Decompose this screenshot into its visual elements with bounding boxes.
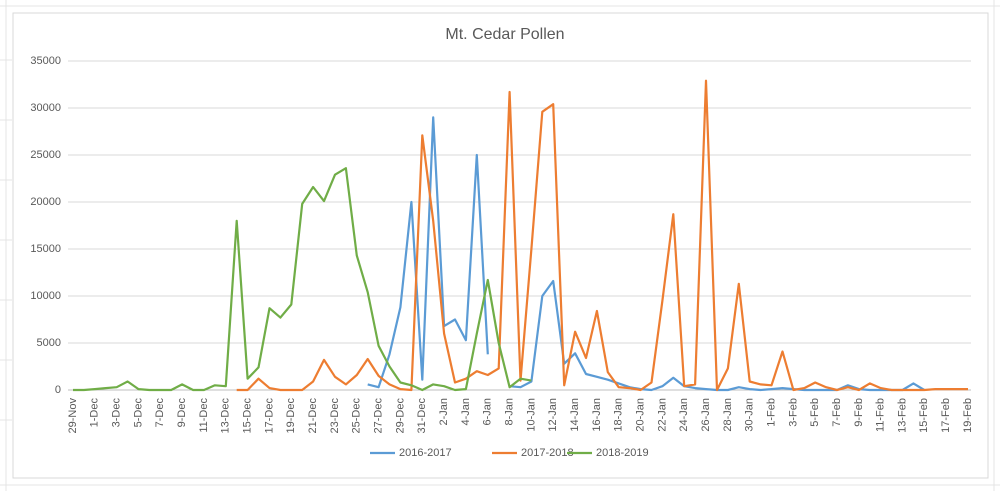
x-tick-label: 16-Jan [591,398,603,432]
y-tick-label: 10000 [30,290,61,302]
x-tick-label: 11-Feb [875,398,887,432]
x-tick-label: 26-Jan [700,398,712,432]
x-tick-label: 1-Dec [89,398,101,428]
x-tick-label: 19-Feb [962,398,974,433]
y-tick-label: 15000 [30,243,61,255]
legend-label: 2016-2017 [399,447,452,459]
legend-label: 2018-2019 [596,447,649,459]
x-tick-label: 10-Jan [525,398,537,432]
x-tick-label: 9-Dec [176,398,188,428]
x-tick-label: 7-Dec [154,398,166,428]
x-tick-label: 7-Feb [831,398,843,427]
x-tick-label: 9-Feb [853,398,865,427]
x-tick-label: 27-Dec [373,398,385,434]
x-tick-label: 22-Jan [656,398,668,432]
legend-item: 2018-2019 [567,447,649,459]
series-line [236,79,968,392]
x-tick-label: 5-Dec [132,398,144,428]
x-tick-label: 3-Feb [787,398,799,427]
series-line [73,167,532,392]
x-tick-label: 17-Feb [940,398,952,433]
y-tick-label: 35000 [30,55,61,67]
y-tick-label: 5000 [37,337,61,349]
x-tick-label: 28-Jan [722,398,734,432]
x-tick-label: 31-Dec [416,398,428,434]
y-tick-label: 25000 [30,149,61,161]
x-tick-label: 29-Dec [394,398,406,434]
x-tick-label: 11-Dec [198,398,210,433]
x-tick-label: 13-Feb [896,398,908,433]
x-tick-label: 17-Dec [263,398,275,434]
legend-item: 2016-2017 [370,447,452,459]
x-tick-label: 6-Jan [482,398,494,426]
x-tick-label: 18-Jan [613,398,625,432]
x-tick-label: 2-Jan [438,398,450,426]
chart-title: Mt. Cedar Pollen [445,26,564,43]
x-tick-label: 20-Jan [634,398,646,432]
x-tick-label: 29-Nov [67,398,79,434]
y-tick-label: 20000 [30,196,61,208]
x-tick-label: 4-Jan [460,398,472,426]
x-tick-label: 23-Dec [329,398,341,434]
x-tick-label: 14-Jan [569,398,581,432]
x-tick-label: 15-Feb [918,398,930,433]
x-tick-label: 30-Jan [744,398,756,432]
x-tick-label: 5-Feb [809,398,821,427]
x-tick-label: 15-Dec [242,398,254,434]
legend-label: 2017-2018 [521,447,574,459]
x-tick-label: 3-Dec [111,398,123,428]
x-tick-label: 25-Dec [351,398,363,434]
y-tick-label: 0 [55,384,61,396]
x-tick-label: 21-Dec [307,398,319,434]
chart-area [12,12,989,479]
y-tick-label: 30000 [30,102,61,114]
x-tick-label: 8-Jan [503,398,515,426]
legend-item: 2017-2018 [492,447,574,459]
x-tick-label: 24-Jan [678,398,690,432]
x-tick-label: 1-Feb [765,398,777,427]
x-tick-label: 12-Jan [547,398,559,432]
x-tick-label: 19-Dec [285,398,297,434]
x-tick-label: 13-Dec [220,398,232,434]
